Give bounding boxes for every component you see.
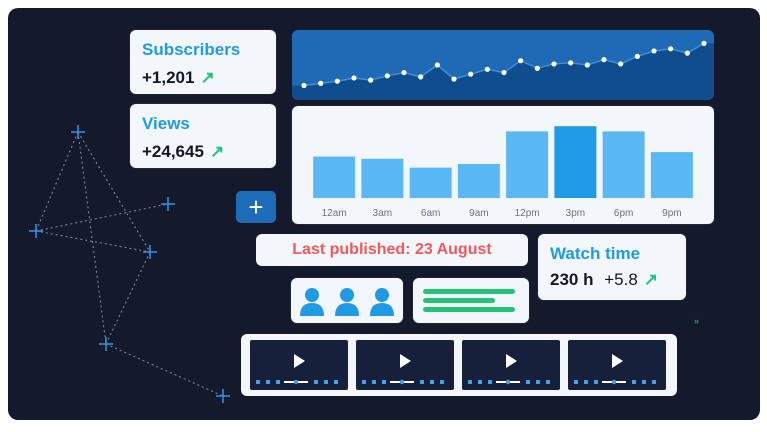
views-value-row: +24,645 ↗ — [142, 142, 224, 162]
star-node-5 — [99, 337, 113, 351]
trend-point — [434, 62, 440, 68]
views-x-label: 12pm — [515, 208, 540, 219]
trend-point — [468, 71, 474, 77]
trend-point — [418, 74, 424, 80]
views-bar — [457, 163, 500, 198]
trend-point — [568, 60, 574, 66]
subscribers-value-row: +1,201 ↗ — [142, 68, 215, 88]
subscribers-card: Subscribers +1,201 ↗ — [130, 30, 276, 94]
last-published-banner: Last published: 23 August — [256, 234, 528, 266]
trend-up-icon: ↗ — [209, 142, 225, 161]
watch-time-delta: +5.8 — [604, 270, 638, 289]
video-player-4[interactable] — [568, 340, 666, 390]
views-bar — [409, 167, 452, 198]
watch-time-value-row: 230 h +5.8 ↗ — [550, 270, 658, 290]
trend-point — [384, 73, 390, 79]
views-bar — [554, 126, 597, 198]
views-bar — [313, 156, 356, 198]
star-node-3 — [161, 197, 175, 211]
views-card: Views +24,645 ↗ — [130, 104, 276, 168]
watch-time-value: 230 h — [550, 270, 594, 289]
trend-point — [351, 75, 357, 81]
trend-point — [401, 69, 407, 76]
trend-point — [368, 77, 374, 83]
views-label: Views — [142, 114, 190, 133]
add-button[interactable]: + — [236, 191, 276, 223]
views-bar — [602, 131, 645, 198]
views-bar-chart: 12am 3am 6am 9am 12pm 3pm 6pm 9pm — [292, 106, 714, 224]
person-icon — [335, 287, 359, 316]
views-x-label: 6pm — [614, 208, 633, 219]
trend-point — [318, 80, 324, 86]
trend-point — [701, 40, 707, 46]
views-x-label: 3am — [373, 208, 392, 219]
views-bar — [361, 158, 404, 198]
audience-card — [291, 278, 403, 323]
trend-point — [451, 76, 457, 82]
star-node-1 — [71, 125, 85, 139]
video-player-2[interactable] — [356, 340, 454, 390]
decorative-arrow-icon: » — [694, 316, 700, 326]
trend-point — [518, 58, 524, 64]
watch-time-card: Watch time 230 h +5.8 ↗ — [538, 234, 686, 300]
views-x-label: 9pm — [662, 208, 681, 219]
views-bar — [650, 152, 693, 198]
video-player-1[interactable] — [250, 340, 348, 390]
trend-point — [484, 66, 490, 72]
views-value: +24,645 — [142, 142, 204, 161]
trend-point — [534, 65, 540, 71]
views-x-label: 3pm — [566, 208, 585, 219]
play-icon[interactable] — [506, 354, 517, 368]
play-icon[interactable] — [400, 354, 411, 368]
person-icon — [300, 287, 324, 316]
trend-point — [601, 57, 607, 63]
constellation-decoration — [29, 125, 230, 403]
star-node-2 — [29, 224, 43, 238]
text-lines-card — [413, 278, 529, 323]
views-bar — [506, 131, 549, 198]
subscribers-label: Subscribers — [142, 40, 241, 59]
views-x-label: 6am — [421, 208, 440, 219]
subscribers-trend-svg — [292, 40, 714, 100]
play-icon[interactable] — [612, 354, 623, 368]
trend-point — [334, 78, 340, 84]
star-node-6 — [216, 389, 230, 403]
text-lines-graphic — [423, 289, 515, 312]
star-node-4 — [143, 245, 157, 259]
trend-point — [684, 50, 690, 56]
trend-up-icon: ↗ — [200, 68, 215, 87]
play-icon[interactable] — [294, 354, 305, 368]
trend-point — [668, 46, 674, 52]
trend-up-icon: ↗ — [643, 270, 659, 289]
trend-point — [584, 62, 590, 68]
trend-point — [501, 69, 507, 76]
trend-point — [551, 61, 557, 67]
person-icon — [370, 287, 394, 316]
views-bar-svg: 12am 3am 6am 9am 12pm 3pm 6pm 9pm — [313, 126, 693, 219]
trend-point — [651, 48, 657, 54]
player-controls[interactable] — [256, 378, 342, 386]
trend-point — [634, 53, 640, 59]
views-x-label: 9am — [469, 208, 488, 219]
subscribers-value: +1,201 — [142, 68, 195, 87]
subscribers-trend-chart — [292, 30, 714, 100]
watch-time-label: Watch time — [550, 244, 641, 263]
player-controls[interactable] — [574, 378, 660, 386]
trend-point — [301, 82, 307, 89]
dashboard-canvas: Subscribers +1,201 ↗ Views +24,645 ↗ 12am 3… — [8, 8, 760, 420]
trend-point — [618, 61, 624, 67]
player-controls[interactable] — [362, 378, 448, 386]
views-x-label: 12am — [322, 208, 347, 219]
video-strip — [241, 334, 677, 396]
trend-area — [292, 43, 714, 100]
player-controls[interactable] — [468, 378, 554, 386]
video-player-3[interactable] — [462, 340, 560, 390]
